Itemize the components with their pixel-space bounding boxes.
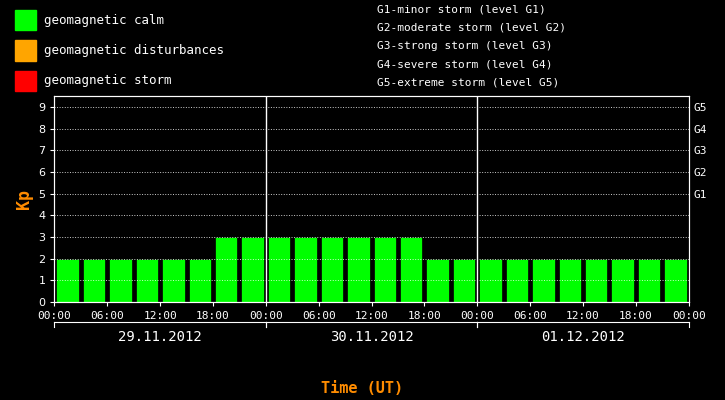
Bar (320, 237, 343, 302)
Bar (400, 237, 423, 302)
Bar (558, 259, 581, 302)
Text: geomagnetic storm: geomagnetic storm (44, 74, 171, 88)
Bar (215, 237, 237, 302)
Text: G2-moderate storm (level G2): G2-moderate storm (level G2) (377, 22, 566, 33)
Bar (453, 259, 476, 302)
Bar (14, 71, 36, 91)
Text: geomagnetic calm: geomagnetic calm (44, 14, 164, 27)
Bar (268, 237, 290, 302)
Text: G3-strong storm (level G3): G3-strong storm (level G3) (377, 41, 552, 51)
Text: G5-extreme storm (level G5): G5-extreme storm (level G5) (377, 78, 559, 88)
Text: Time (UT): Time (UT) (321, 381, 404, 396)
Bar (373, 237, 396, 302)
Bar (638, 259, 660, 302)
Bar (585, 259, 608, 302)
Bar (188, 259, 211, 302)
Bar (14, 40, 36, 61)
Bar (426, 259, 449, 302)
Text: 30.11.2012: 30.11.2012 (330, 330, 413, 344)
Text: geomagnetic disturbances: geomagnetic disturbances (44, 44, 223, 57)
Text: 01.12.2012: 01.12.2012 (541, 330, 625, 344)
Bar (162, 259, 185, 302)
Y-axis label: Kp: Kp (14, 189, 33, 209)
Bar (83, 259, 105, 302)
Text: G1-minor storm (level G1): G1-minor storm (level G1) (377, 4, 546, 14)
Bar (57, 259, 79, 302)
Bar (136, 259, 158, 302)
Text: G4-severe storm (level G4): G4-severe storm (level G4) (377, 59, 552, 69)
Bar (109, 259, 132, 302)
Bar (294, 237, 317, 302)
Bar (532, 259, 555, 302)
Bar (611, 259, 634, 302)
Bar (506, 259, 529, 302)
Text: 29.11.2012: 29.11.2012 (118, 330, 202, 344)
Bar (14, 10, 36, 30)
Bar (347, 237, 370, 302)
Bar (479, 259, 502, 302)
Bar (241, 237, 264, 302)
Bar (664, 259, 687, 302)
